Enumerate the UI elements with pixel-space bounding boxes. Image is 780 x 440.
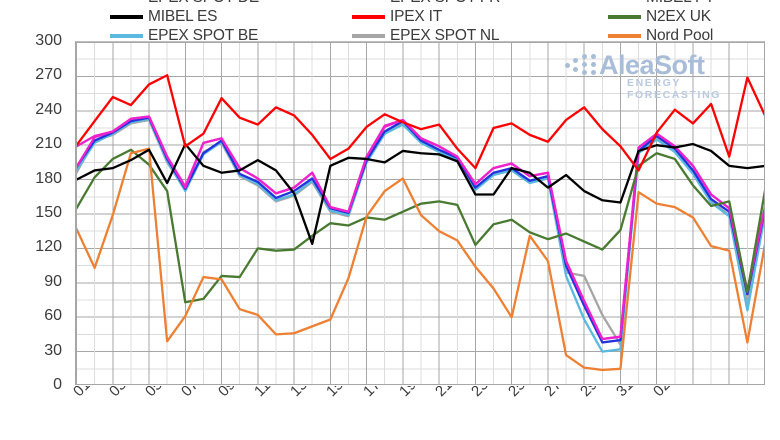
legend-swatch-epex-spot-nl (352, 33, 385, 38)
y-axis-tick-label: 30 (44, 341, 62, 359)
y-axis-tick-label: 180 (35, 169, 62, 187)
legend-label-epex-spot-nl: EPEX SPOT NL (390, 27, 500, 44)
legend-item-nord-pool[interactable]: Nord Pool (608, 28, 713, 43)
legend-item-ipex-it[interactable]: IPEX IT (352, 9, 442, 24)
legend-label-epex-spot-fr: EPEX SPOT FR (390, 0, 500, 5)
y-axis-tick-label: 60 (44, 307, 62, 325)
y-axis-tick-label: 90 (44, 272, 62, 290)
legend-label-mibel-es: MIBEL ES (148, 8, 218, 25)
y-axis-tick-label: 270 (35, 66, 62, 84)
series-line-ipex-it (76, 74, 764, 172)
legend-label-nord-pool: Nord Pool (646, 27, 714, 44)
legend-item-mibel-es[interactable]: MIBEL ES (110, 8, 218, 25)
legend-label-ipex-it: IPEX IT (390, 8, 443, 25)
series-line-epex-spot-de (76, 116, 764, 344)
y-axis-tick-label: 300 (35, 32, 62, 49)
chart-lines (76, 42, 764, 384)
legend-row-2: MIBEL ES IPEX IT N2EX UK (0, 9, 780, 28)
x-axis-tick-label: 02/06/2022 (650, 386, 715, 400)
legend-label-epex-spot-de: EPEX SPOT DE (148, 0, 259, 5)
legend-item-epex-spot-de[interactable]: EPEX SPOT DE (110, 0, 259, 5)
legend-swatch-nord-pool (608, 33, 641, 38)
x-axis: 01/05/202203/05/202205/05/202207/05/2022… (0, 386, 780, 440)
legend-label-mibel-pt: MIBEL PT (646, 0, 715, 5)
legend-swatch-mibel-es (110, 14, 143, 19)
legend-item-epex-spot-nl[interactable]: EPEX SPOT NL (352, 27, 500, 44)
series-line-nord-pool (76, 147, 764, 372)
y-axis-tick-label: 210 (35, 135, 62, 153)
chart-plot-area (75, 41, 765, 385)
y-axis-tick-label: 240 (35, 100, 62, 118)
legend-row-1: EPEX SPOT DE EPEX SPOT FR MIBEL PT (0, 0, 780, 9)
legend-item-n2ex-uk[interactable]: N2EX UK (608, 9, 711, 24)
y-axis-tick-label: 0 (53, 376, 62, 393)
legend-swatch-ipex-it (352, 14, 385, 19)
chart-legend: EPEX SPOT DE EPEX SPOT FR MIBEL PT MIBEL… (0, 0, 780, 48)
legend-label-n2ex-uk: N2EX UK (646, 8, 711, 25)
legend-label-epex-spot-be: EPEX SPOT BE (148, 27, 259, 44)
legend-item-epex-spot-be[interactable]: EPEX SPOT BE (110, 28, 258, 43)
legend-item-epex-spot-fr[interactable]: EPEX SPOT FR (352, 0, 500, 5)
y-axis-tick-label: 120 (35, 238, 62, 256)
y-axis-tick-label: 150 (35, 204, 62, 221)
series-line-mibel-pt (76, 115, 764, 341)
legend-row-3: EPEX SPOT BE EPEX SPOT NL Nord Pool (0, 28, 780, 47)
y-axis: 0 30 60 90 120 150 180 210 240 270 300 (0, 0, 70, 440)
legend-item-mibel-pt[interactable]: MIBEL PT (608, 0, 715, 5)
legend-swatch-epex-spot-be (110, 33, 143, 38)
legend-swatch-n2ex-uk (608, 14, 641, 19)
